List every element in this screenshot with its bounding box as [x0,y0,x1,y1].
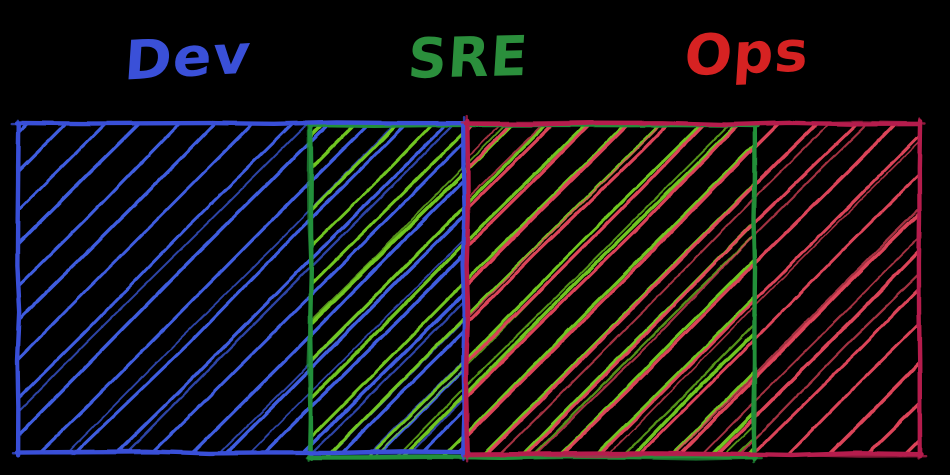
region-border-dev[interactable] [10,115,472,462]
region-label-sre: SRE [405,23,531,92]
region-label-ops: Ops [682,18,812,89]
hatch-fill-ops [468,123,920,455]
region-border-ops[interactable] [460,114,928,463]
region-label-dev: Dev [122,22,254,93]
